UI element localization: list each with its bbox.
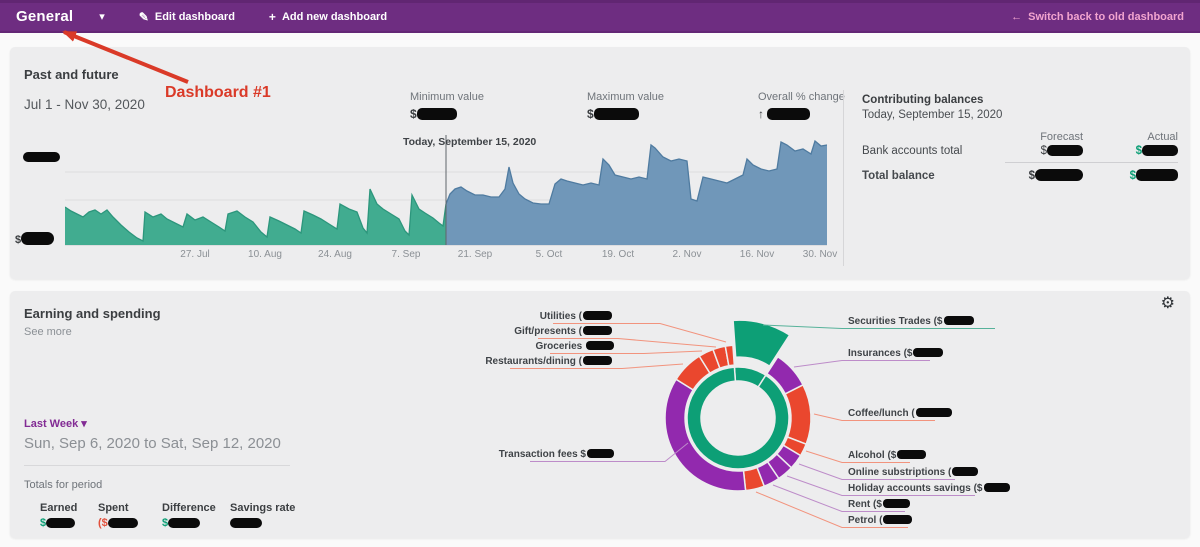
redaction-mark [767,108,811,120]
table-row-total: Total balance $ $ [862,169,1178,182]
top-navigation-bar: General ▾ ✎ Edit dashboard + Add new das… [0,0,1200,33]
x-axis-tick: 21. Sep [457,249,493,260]
total-spent: Spent ($ [98,502,138,529]
panel-subtitle: Today, September 15, 2020 [862,109,1003,121]
switch-back-link[interactable]: ← Switch back to old dashboard [1011,10,1184,23]
contributing-balances-panel: Contributing balances Today, September 1… [862,94,1178,182]
forecast-redacted-value: $ [983,145,1083,157]
total-earned: Earned $ [40,502,78,529]
stat-maximum-redacted-value: $ [587,107,664,121]
plus-icon: + [268,9,276,24]
table-header-row: Forecast Actual [1040,131,1178,143]
x-axis-tick: 2. Nov [672,249,702,260]
spending-donut-chart [510,319,995,528]
x-axis-tick: 19. Oct [601,249,635,260]
divider [24,465,290,466]
card-title: Earning and spending [24,306,161,321]
redaction-mark [593,108,639,120]
x-axis-tick: 5. Oct [535,249,563,260]
actual-redacted-value: $ [1083,145,1178,157]
x-axis-tick: 16. Nov [739,249,775,260]
period-selector[interactable]: Last Week ▾ [24,418,87,430]
x-axis-tick: 30. Nov [802,249,838,260]
back-arrow-icon: ← [1011,10,1023,23]
x-axis-ticks: 27. Jul 10. Aug 24. Aug 7. Sep 21. Sep 5. Oct… [65,249,837,263]
redaction-mark [416,108,457,120]
period-range: Sun, Sep 6, 2020 to Sat, Sep 12, 2020 [24,435,281,452]
earning-and-spending-card: Earning and spending See more ⚙ Last Wee… [10,291,1190,538]
today-marker-label: Today, September 15, 2020 [403,136,537,148]
past-and-future-card: Past and future Jul 1 - Nov 30, 2020 Min… [10,47,1190,279]
gear-icon[interactable]: ⚙ [1160,295,1175,312]
stat-maximum-value: Maximum value $ [587,91,665,121]
x-axis-tick: 24. Aug [318,249,352,260]
caret-down-icon: ▾ [81,418,87,430]
add-new-dashboard-button[interactable]: + Add new dashboard [268,9,388,24]
actual-redacted-value: $ [1083,169,1178,182]
annotation-text: Dashboard #1 [165,84,271,101]
edit-dashboard-button[interactable]: ✎ Edit dashboard [138,9,235,24]
date-range: Jul 1 - Nov 30, 2020 [24,97,145,112]
difference-redacted-value: $ [162,517,216,529]
redaction-mark [21,232,55,245]
vertical-divider [843,90,844,266]
spent-redacted-value: ($ [98,517,138,529]
y-axis-top-redacted-label [23,147,60,165]
dashboard-title[interactable]: General [16,8,74,25]
table-row: Bank accounts total $ $ [862,145,1178,157]
savings-rate-redacted-value [230,517,295,529]
x-axis-tick: 27. Jul [180,249,210,260]
y-axis-bottom-redacted-label: $ [15,232,55,246]
panel-title: Contributing balances [862,94,984,106]
card-title: Past and future [24,67,119,82]
row-divider [1005,162,1178,163]
stat-minimum-value: Minimum value $ [410,91,484,121]
chevron-down-icon[interactable]: ▾ [99,11,105,23]
totals-title: Totals for period [24,479,103,491]
see-more-link[interactable]: See more [24,326,72,338]
past-future-area-chart [65,135,827,246]
redaction-mark [23,152,60,162]
x-axis-tick: 7. Sep [391,249,421,260]
x-axis-tick: 10. Aug [248,249,282,260]
stat-overall-change: Overall % change ↑ [758,91,845,121]
stat-change-redacted-value: ↑ [758,107,845,121]
forecast-redacted-value: $ [983,169,1083,182]
stat-minimum-redacted-value: $ [410,107,484,121]
pencil-icon: ✎ [138,9,149,24]
total-savings-rate: Savings rate [230,502,295,529]
total-difference: Difference $ [162,502,216,529]
earned-redacted-value: $ [40,517,77,529]
